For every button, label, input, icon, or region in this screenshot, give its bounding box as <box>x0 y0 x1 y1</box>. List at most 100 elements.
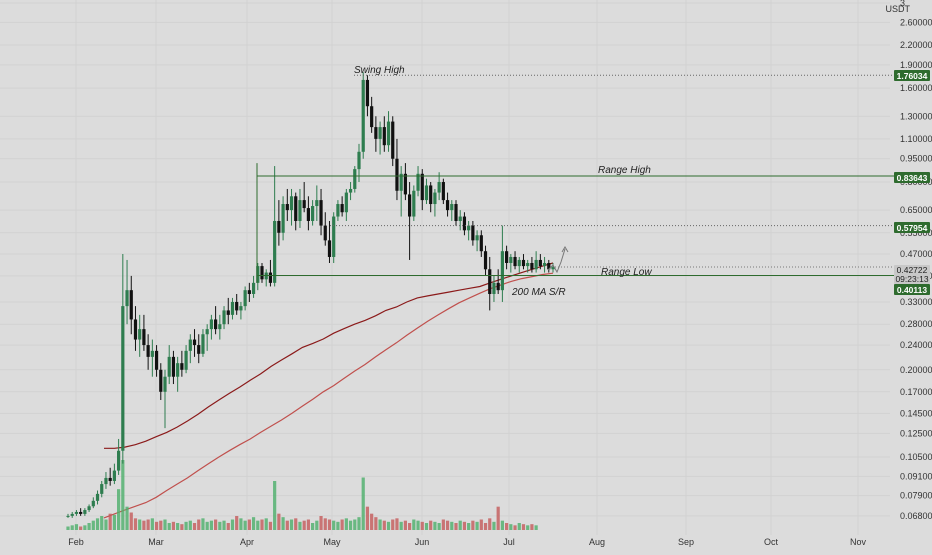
volume-bar <box>509 524 513 530</box>
horizontal-levels <box>256 74 894 283</box>
candle <box>424 178 429 205</box>
price-tick-label: 0.65000 <box>900 205 932 215</box>
volume-bar <box>513 525 517 530</box>
volume-bar <box>361 477 365 530</box>
candle <box>142 314 146 351</box>
svg-text:0.42722: 0.42722 <box>897 265 928 275</box>
candle <box>323 212 327 246</box>
month-tick-label: Mar <box>148 537 164 547</box>
price-tick-label: 0.12500 <box>900 428 932 438</box>
candle <box>408 182 412 260</box>
price-tick-label: 2.20000 <box>900 40 932 50</box>
candle <box>91 497 95 509</box>
volume-bar <box>226 523 230 530</box>
candle <box>70 511 74 518</box>
time-axis[interactable]: Feb Mar Apr May Jun Jul Aug Sep Oct Nov <box>68 537 866 547</box>
month-tick-label: Jul <box>503 537 515 547</box>
volume-bar <box>420 521 424 530</box>
moving-averages <box>103 262 554 519</box>
svg-text:0.57954: 0.57954 <box>897 223 928 233</box>
volume-bar <box>454 523 458 530</box>
projection-arrow-head <box>561 246 569 253</box>
candle <box>517 256 521 273</box>
candle <box>74 510 79 516</box>
candle <box>332 212 336 263</box>
candle <box>361 72 365 159</box>
volume-bar <box>235 516 239 530</box>
candle <box>513 251 517 270</box>
candle <box>243 286 247 311</box>
candle <box>66 513 70 518</box>
candle <box>365 75 370 117</box>
candle <box>336 200 340 221</box>
price-tick-label: 0.24000 <box>900 340 932 350</box>
volume-bar <box>357 517 361 530</box>
candle <box>268 259 273 287</box>
volume-bar <box>66 526 70 530</box>
volume-bar <box>95 518 100 530</box>
candle <box>256 262 260 291</box>
month-tick-label: Oct <box>764 537 779 547</box>
volume-bar <box>180 524 184 530</box>
volume-bar <box>264 518 268 530</box>
volume-bar <box>117 489 121 530</box>
candle <box>251 275 256 298</box>
volume-bar <box>104 519 108 530</box>
candle <box>163 369 167 429</box>
swing-high-badge: 1.76034 <box>894 70 930 81</box>
candle <box>184 345 188 374</box>
svg-text:0.40113: 0.40113 <box>897 285 928 295</box>
volume-bar <box>256 520 260 530</box>
candle <box>475 230 479 252</box>
range-high-badge: 0.83643 <box>894 172 930 183</box>
volume-bar <box>332 520 336 530</box>
candle <box>294 192 298 231</box>
volume-bar <box>370 513 374 530</box>
candle <box>197 334 201 364</box>
candle <box>108 467 112 486</box>
price-tick-label: 2.60000 <box>900 17 932 27</box>
volume-bar <box>188 520 192 530</box>
candle <box>117 438 121 475</box>
volume-bar <box>496 506 500 530</box>
volume-bar <box>146 519 150 530</box>
price-tick-label: 0.28000 <box>900 319 932 329</box>
volume-bar <box>403 520 407 530</box>
candle <box>429 182 433 213</box>
candle <box>353 166 357 193</box>
volume-bar <box>488 518 492 530</box>
candle <box>542 256 547 273</box>
candle <box>500 225 504 302</box>
volume-bar <box>311 523 315 530</box>
volume-bar <box>408 523 412 530</box>
volume-bar <box>197 519 201 530</box>
candle <box>239 301 243 320</box>
candle <box>214 306 218 335</box>
volume-bar <box>526 525 530 530</box>
volume-bar <box>167 523 171 530</box>
svg-text:1.76034: 1.76034 <box>897 71 928 81</box>
volume-bar <box>391 519 395 530</box>
volume-bar <box>289 519 294 530</box>
volume-bar <box>74 524 79 530</box>
volume-bar <box>260 519 264 530</box>
candle <box>100 480 104 498</box>
volume-bar <box>154 521 159 530</box>
candle <box>302 182 306 213</box>
ma-fast-line <box>104 262 554 449</box>
volume-bar <box>218 521 222 530</box>
range-high-label: Range High <box>598 165 651 176</box>
volume-bar <box>429 520 433 530</box>
candle <box>218 314 222 340</box>
volume-bar <box>285 520 289 530</box>
price-tick-label: 0.95000 <box>900 154 932 164</box>
volume-bar <box>70 525 74 530</box>
candle <box>235 293 239 315</box>
swing-high-label: Swing High <box>354 65 405 76</box>
candle <box>146 334 150 370</box>
candle <box>273 166 277 287</box>
volume-bar <box>306 519 310 530</box>
candle <box>445 192 450 217</box>
